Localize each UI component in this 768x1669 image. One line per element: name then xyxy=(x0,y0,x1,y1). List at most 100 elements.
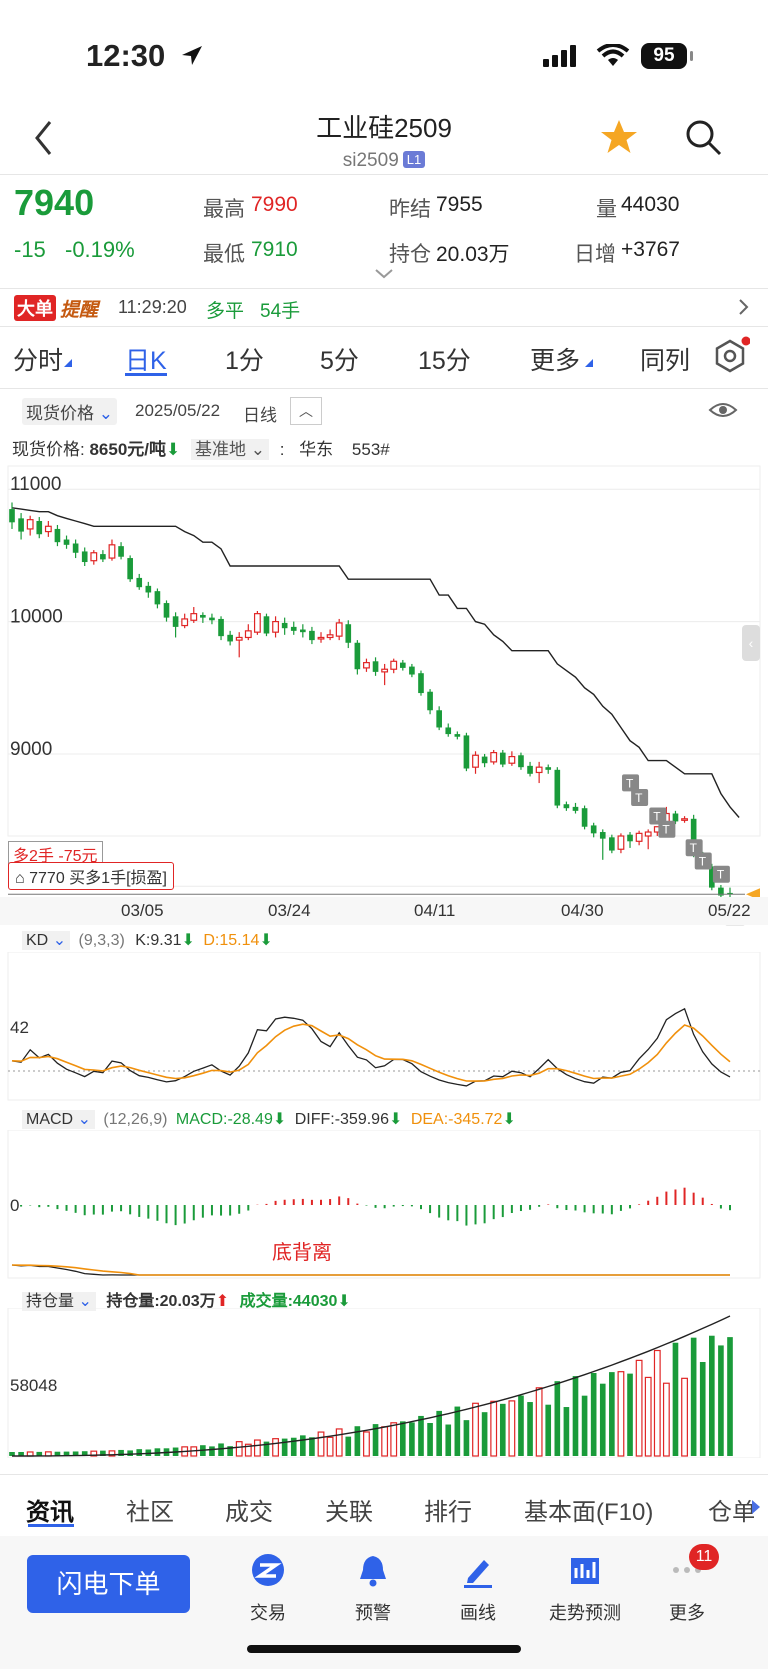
divider xyxy=(0,326,768,327)
volume-bar-up xyxy=(508,1400,516,1457)
side-drawer-handle[interactable]: ‹ xyxy=(742,625,760,661)
volume-bar-down xyxy=(263,1441,270,1456)
volume-bar-up xyxy=(381,1426,389,1457)
candle-up xyxy=(235,636,243,641)
chart-date: 2025/05/22 xyxy=(135,401,221,420)
candle-down xyxy=(690,818,697,855)
candle-down xyxy=(172,616,179,627)
volume-bar-down xyxy=(127,1450,133,1456)
base-location-selector[interactable]: 基准地 ⌄ xyxy=(191,439,269,460)
volume-bar-up xyxy=(635,1359,643,1457)
toolbar-trade[interactable]: 交易 xyxy=(223,1552,313,1625)
toolbar-forecast[interactable]: 走势预测 xyxy=(537,1552,633,1625)
tab-fundamentals[interactable]: 基本面(F10) xyxy=(524,1499,654,1526)
candle-up xyxy=(535,766,543,774)
pending-order-tag[interactable]: ⌂ 7770 买多1手[损盈] xyxy=(8,862,174,890)
candle-up xyxy=(90,552,98,562)
candle-down xyxy=(127,558,133,580)
battery-tip xyxy=(690,51,693,61)
collapse-button[interactable]: ︿ xyxy=(290,397,322,425)
volume-bar-down xyxy=(136,1449,143,1456)
tab-1min[interactable]: 1分 xyxy=(225,347,264,375)
macd-header: MACD ⌄ (12,26,9) MACD:-28.49⬇ DIFF:-359.… xyxy=(22,1109,516,1129)
tab-same-column[interactable]: 同列 xyxy=(640,347,691,375)
volume-bar-up xyxy=(90,1450,98,1457)
volume-bar-down xyxy=(481,1412,488,1456)
kd-chart[interactable] xyxy=(0,952,768,1102)
open-interest-chart[interactable] xyxy=(0,1308,768,1458)
expand-chevron-icon[interactable] xyxy=(374,268,394,280)
trend-chart-icon xyxy=(571,1558,599,1584)
y-tick-label: 11000 xyxy=(10,474,61,495)
volume-bar-up xyxy=(272,1438,279,1457)
pending-order-text: 7770 买多1手[损盈] xyxy=(29,870,167,887)
kd-params: (9,3,3) xyxy=(78,932,125,949)
volume-bar-down xyxy=(281,1438,288,1456)
candle-down xyxy=(554,769,561,806)
oi-level-label: 58048 xyxy=(10,1376,58,1395)
volume-bar-down xyxy=(727,1337,733,1456)
d-line xyxy=(11,1023,731,1082)
volume-bar-down xyxy=(409,1422,415,1456)
candle-down xyxy=(709,866,715,888)
big-order-alert[interactable]: 大单 提醒 11:29:20 多平 54手 xyxy=(0,290,768,324)
active-info-tab-indicator xyxy=(28,1524,74,1527)
candle-down xyxy=(281,622,288,629)
search-icon[interactable] xyxy=(684,118,724,158)
contract-code: si2509 L1 xyxy=(0,150,768,172)
candle-up xyxy=(190,613,198,621)
spot-info: 现货价格: 8650元/吨⬇ 基准地 ⌄ : 华东 553# xyxy=(12,439,390,460)
trade-marker-icon xyxy=(658,820,676,838)
tab-15min[interactable]: 15分 xyxy=(418,347,471,375)
price-selector[interactable]: 现货价格 ⌄ xyxy=(22,398,117,425)
tab-trades[interactable]: 成交 xyxy=(225,1499,273,1526)
oi-selector[interactable]: 持仓量 ⌄ xyxy=(22,1292,96,1311)
toolbar-draw[interactable]: 画线 xyxy=(433,1552,523,1625)
tab-daily-k[interactable]: 日K xyxy=(125,347,167,375)
candle-down xyxy=(72,543,79,553)
high-label: 最高 xyxy=(203,198,245,221)
tab-related[interactable]: 关联 xyxy=(325,1499,373,1526)
favorite-star-icon[interactable] xyxy=(599,118,639,156)
tab-timeshare[interactable]: 分时 xyxy=(13,347,64,375)
volume-bar-down xyxy=(100,1450,106,1456)
x-tick-label: 05/22 xyxy=(708,901,751,920)
tab-5min[interactable]: 5分 xyxy=(320,347,359,375)
volume-bar-up xyxy=(535,1387,543,1457)
tab-ranking[interactable]: 排行 xyxy=(424,1499,472,1526)
contract-code-text: si2509 xyxy=(342,150,399,171)
kline-chart[interactable]: 110001000090008000TTTTTTT xyxy=(0,456,768,926)
candle-up xyxy=(472,754,479,768)
candle-up xyxy=(317,636,325,640)
kd-selector[interactable]: KD ⌄ xyxy=(22,931,71,950)
settings-hexagon-icon[interactable] xyxy=(710,336,750,376)
volume-bar-down xyxy=(627,1373,633,1456)
macd-selector[interactable]: MACD ⌄ xyxy=(22,1110,95,1129)
y-tick-label: 10000 xyxy=(10,607,63,628)
eye-icon[interactable] xyxy=(708,400,738,420)
volume-bar-up xyxy=(363,1431,370,1457)
scroll-right-icon[interactable] xyxy=(750,1498,762,1516)
candle-down xyxy=(581,808,588,827)
tab-more[interactable]: 更多 xyxy=(530,347,581,375)
tab-news[interactable]: 资讯 xyxy=(26,1499,74,1526)
candle-down xyxy=(81,551,88,563)
volume-bar-down xyxy=(372,1424,379,1456)
tab-community[interactable]: 社区 xyxy=(126,1499,174,1526)
position-label: 多2手 xyxy=(13,848,54,865)
toolbar-alert[interactable]: 预警 xyxy=(328,1552,418,1625)
price-change: -15 xyxy=(14,237,46,262)
macd-chart[interactable] xyxy=(0,1130,768,1280)
candle-down xyxy=(672,813,679,822)
flash-order-button[interactable]: 闪电下单 xyxy=(27,1555,190,1613)
toolbar-more[interactable]: 更多 xyxy=(642,1552,732,1625)
kd-level-label: 42 xyxy=(10,1018,29,1037)
back-chevron-icon[interactable] xyxy=(32,118,56,158)
candle-up xyxy=(490,752,498,763)
volume-bar-down xyxy=(518,1395,524,1456)
macd-zero-label: 0 xyxy=(10,1196,20,1215)
volume-bar-down xyxy=(36,1451,43,1456)
volume-bar-down xyxy=(581,1395,588,1456)
tab-warehouse-receipts[interactable]: 仓单 xyxy=(708,1499,754,1526)
status-bar: 12:30 95 xyxy=(0,0,768,110)
